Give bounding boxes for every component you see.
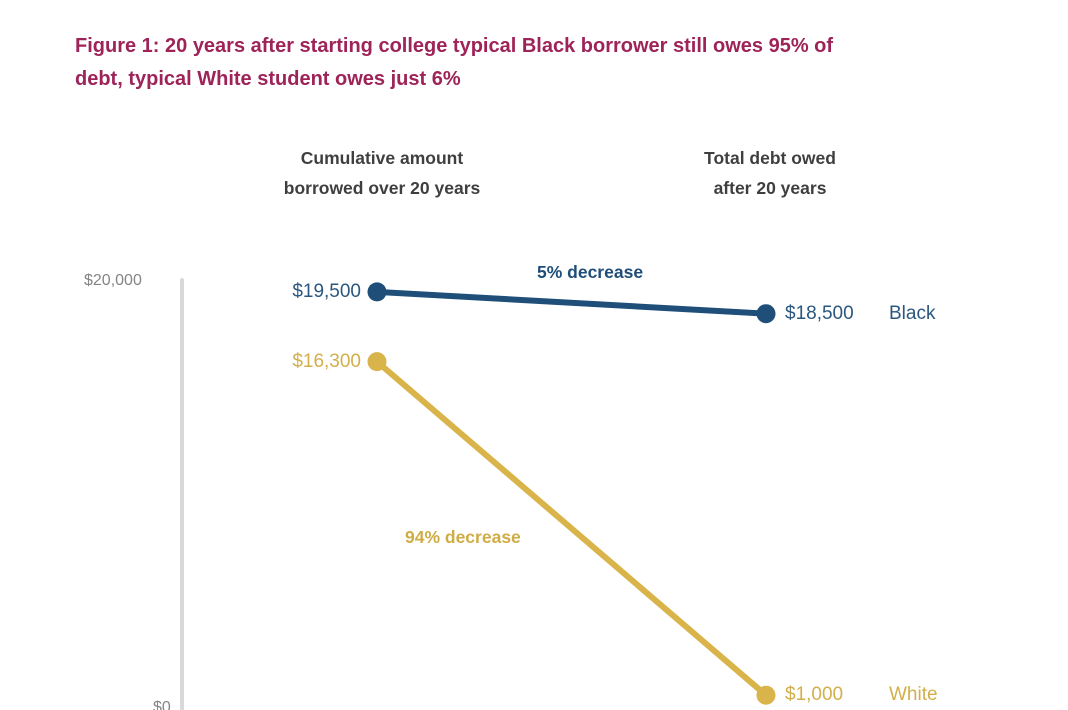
white-start-value: $16,300 xyxy=(292,350,361,372)
figure-title: Figure 1: 20 years after starting colleg… xyxy=(75,35,834,90)
y-axis-tick-20000: $20,000 xyxy=(84,272,142,289)
black-start-value: $19,500 xyxy=(292,280,361,302)
y-axis-line xyxy=(180,278,184,710)
white-legend-label: White xyxy=(889,684,938,706)
white-annotation: 94% decrease xyxy=(405,527,521,547)
column-header-owed: Total debt owed after 20 years xyxy=(704,148,836,198)
black-annotation: 5% decrease xyxy=(537,262,644,282)
black-end-value: $18,500 xyxy=(785,302,854,324)
y-axis-tick-0: $0 xyxy=(153,699,171,710)
black-legend-label: Black xyxy=(889,302,936,324)
white-end-value: $1,000 xyxy=(785,684,844,706)
column-header-borrowed: Cumulative amount borrowed over 20 years xyxy=(283,148,481,198)
